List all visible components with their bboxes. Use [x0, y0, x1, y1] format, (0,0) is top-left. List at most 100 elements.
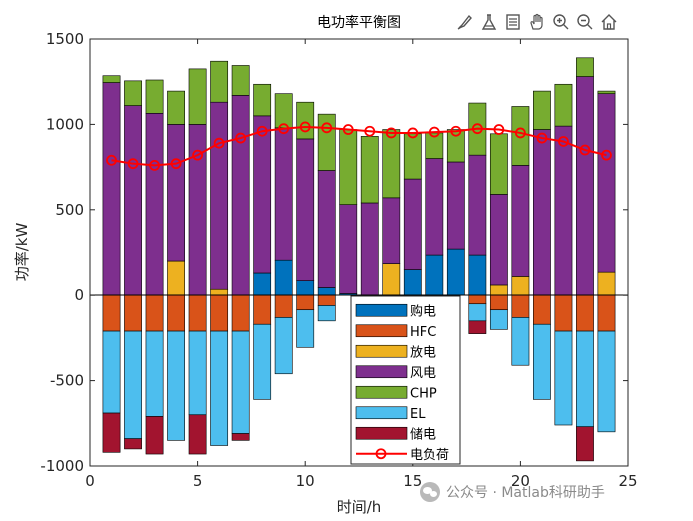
bar-HFC-10	[296, 294, 315, 311]
legend-label-CHP: CHP	[410, 386, 437, 401]
legend-swatch-HFC	[355, 324, 408, 338]
legend-icon[interactable]	[503, 12, 523, 32]
flask-icon[interactable]	[479, 12, 499, 32]
zoom-in-icon[interactable]	[551, 12, 571, 32]
bar-HFC-7	[231, 294, 250, 332]
bar-放电-20	[511, 276, 530, 296]
bar-CHP-6	[210, 60, 229, 103]
bar-HFC-21	[533, 294, 551, 325]
bar-购电-15	[403, 269, 422, 296]
legend-swatch-储电	[355, 426, 408, 440]
bar-CHP-17	[446, 129, 465, 163]
load-point-7	[235, 132, 247, 144]
load-point-13	[364, 125, 376, 137]
bar-风电-4	[167, 124, 185, 262]
load-point-23	[579, 144, 591, 156]
x-tick-label-5: 5	[193, 472, 203, 490]
bar-风电-16	[425, 158, 444, 256]
bar-EL-9	[274, 317, 293, 375]
bar-EL-7	[231, 330, 250, 434]
bar-风电-19	[489, 194, 508, 286]
load-point-11	[321, 122, 333, 134]
x-tick-label-25: 25	[618, 472, 637, 490]
bar-HFC-20	[511, 294, 530, 318]
bar-CHP-12	[339, 129, 358, 205]
bar-风电-15	[403, 178, 422, 270]
bar-风电-23	[576, 76, 594, 296]
load-point-16	[428, 126, 440, 138]
load-point-1	[106, 154, 117, 166]
load-point-20	[515, 127, 526, 139]
wechat-icon	[420, 482, 440, 502]
bar-储电-2	[124, 438, 142, 450]
load-point-3	[149, 159, 160, 171]
bar-风电-12	[339, 204, 358, 294]
bar-购电-17	[446, 248, 465, 296]
load-point-15	[407, 127, 419, 139]
bar-CHP-3	[145, 79, 164, 114]
bar-HFC-19	[489, 294, 508, 311]
bar-HFC-24	[597, 294, 616, 332]
bar-风电-9	[274, 127, 293, 261]
bar-HFC-22	[554, 294, 573, 332]
bar-HFC-2	[124, 294, 142, 332]
y-tick-label--500: -500	[50, 372, 84, 390]
bar-EL-3	[145, 330, 164, 417]
bar-CHP-5	[188, 68, 207, 125]
x-axis-label: 时间/h	[337, 498, 382, 516]
bar-购电-11	[317, 287, 336, 296]
bar-储电-1	[102, 412, 121, 453]
bar-风电-14	[382, 197, 401, 264]
watermark: 公众号 · Matlab科研助手	[420, 482, 605, 502]
x-tick-label-15: 15	[403, 472, 422, 490]
load-point-5	[192, 149, 204, 161]
bar-EL-1	[102, 330, 121, 414]
home-icon[interactable]	[599, 12, 619, 32]
bar-EL-22	[554, 330, 573, 426]
bar-CHP-10	[296, 101, 315, 140]
bar-购电-8	[253, 272, 272, 296]
bar-HFC-5	[188, 294, 207, 332]
brush-icon[interactable]	[455, 12, 475, 32]
load-line-group	[106, 121, 612, 171]
bar-风电-22	[554, 125, 573, 296]
bar-HFC-8	[253, 294, 272, 325]
bar-HFC-4	[167, 294, 185, 332]
zoom-out-icon[interactable]	[575, 12, 595, 32]
bar-CHP-23	[576, 57, 594, 77]
bar-风电-11	[317, 170, 336, 288]
bar-购电-16	[425, 254, 444, 296]
chart-title: 电功率平衡图	[317, 14, 401, 31]
legend-label-EL: EL	[410, 407, 426, 422]
watermark-text: 公众号 · Matlab科研助手	[446, 485, 605, 501]
bar-放电-19	[489, 284, 508, 296]
bar-风电-3	[145, 112, 164, 296]
y-tick-label--1000: -1000	[40, 457, 84, 475]
legend-label-load: 电负荷	[410, 448, 449, 463]
bar-储电-7	[231, 433, 250, 441]
bar-风电-17	[446, 161, 465, 250]
bar-CHP-13	[360, 136, 379, 204]
bar-EL-24	[597, 330, 616, 433]
bar-放电-24	[597, 271, 616, 296]
load-point-6	[213, 137, 225, 149]
pan-hand-icon[interactable]	[527, 12, 547, 32]
bar-EL-4	[167, 330, 185, 441]
load-point-12	[342, 124, 354, 135]
legend-label-购电: 购电	[410, 303, 436, 319]
bar-HFC-1	[102, 294, 121, 332]
load-point-21	[536, 132, 548, 144]
bar-EL-20	[511, 317, 530, 366]
load-point-19	[493, 124, 505, 135]
legend-label-放电: 放电	[410, 345, 436, 360]
load-point-17	[450, 125, 462, 137]
load-point-4	[170, 158, 182, 170]
bar-EL-21	[533, 323, 551, 400]
bar-风电-10	[296, 138, 315, 281]
bar-购电-9	[274, 259, 293, 296]
axis-ticks-group: 0 5 10 15 20 25 -1000 -500 0 500 1000 1500	[40, 30, 637, 490]
bar-风电-6	[210, 101, 229, 290]
bar-风电-13	[360, 202, 379, 296]
bar-EL-10	[296, 309, 315, 348]
